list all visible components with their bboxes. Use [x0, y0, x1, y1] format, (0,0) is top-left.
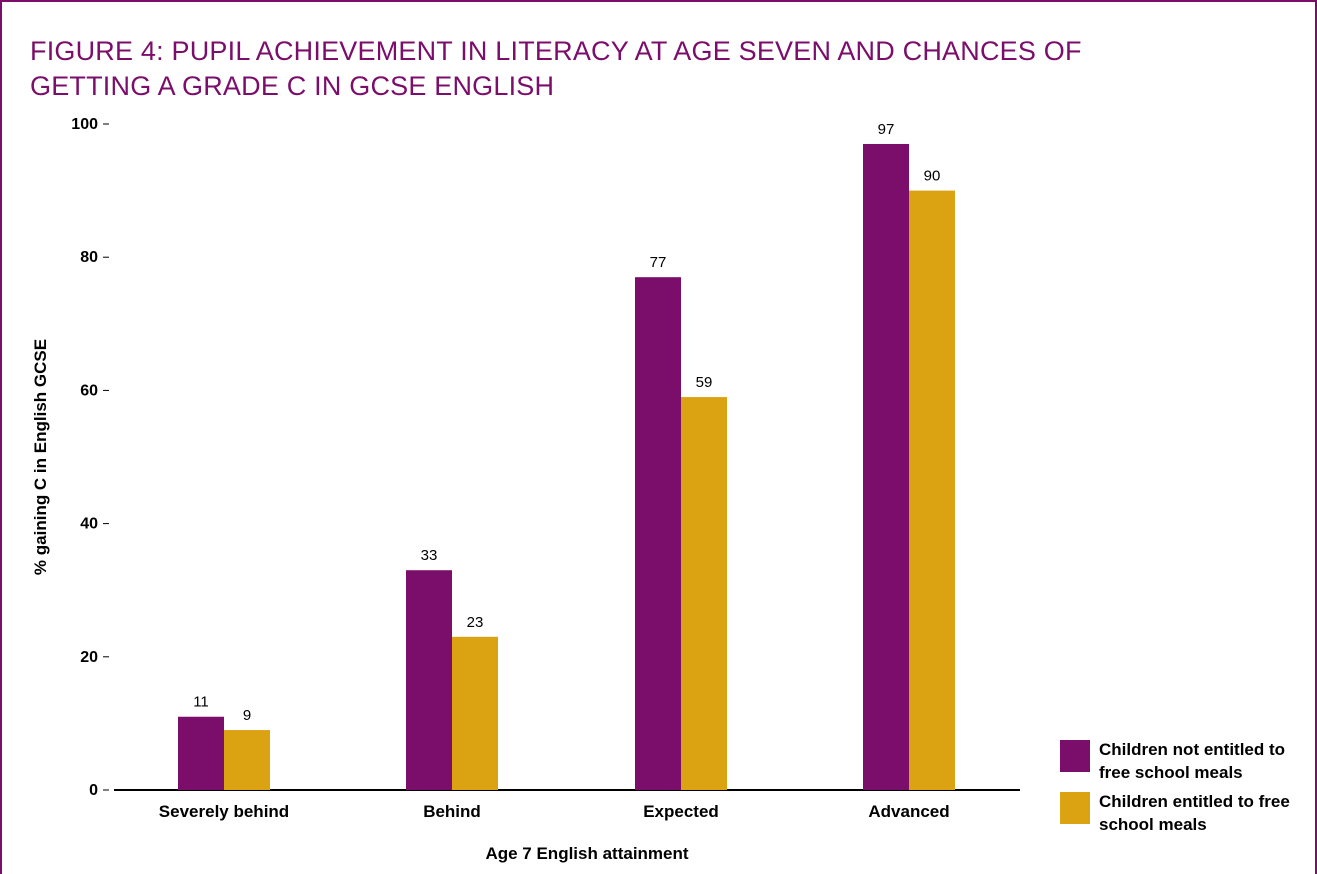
chart-title: FIGURE 4: PUPIL ACHIEVEMENT IN LITERACY … — [30, 36, 1082, 101]
legend-label-entitled: Children entitled to free school meals — [1099, 792, 1290, 834]
bar-entitled — [224, 730, 270, 790]
data-label: 9 — [243, 707, 251, 724]
category-label: Advanced — [868, 802, 949, 821]
legend-label-not-entitled: Children not entitled to free school mea… — [1099, 740, 1286, 782]
y-tick-label: 60 — [80, 382, 98, 399]
bar-not-entitled — [863, 143, 909, 791]
data-label: 11 — [193, 694, 209, 711]
bar-entitled — [681, 397, 727, 790]
bar-not-entitled — [635, 277, 681, 790]
bar-entitled — [909, 190, 955, 791]
y-tick-label: 20 — [80, 649, 98, 666]
labels: Severely behind 11 9 Behind 33 23 Expected 77 59… — [159, 121, 950, 821]
y-axis-title: % gaining C in English GCSE — [31, 339, 50, 575]
legend-swatch-not-entitled — [1060, 740, 1090, 772]
data-label: 33 — [421, 547, 438, 564]
category-label: Severely behind — [159, 802, 289, 821]
category-label: Behind — [423, 802, 481, 821]
bar-not-entitled — [178, 716, 224, 790]
y-tick-label: 40 — [80, 516, 98, 533]
data-label: 90 — [924, 168, 941, 185]
x-axis-title: Age 7 English attainment — [485, 844, 688, 863]
legend-item-entitled: Children entitled to free school meals — [1060, 792, 1315, 836]
bar-not-entitled — [406, 570, 452, 790]
legend-item-not-entitled: Children not entitled to free school mea… — [1060, 740, 1315, 784]
data-label: 97 — [878, 121, 895, 138]
data-label: 59 — [696, 374, 713, 391]
y-tick-label: 100 — [71, 116, 98, 133]
data-label: 77 — [650, 254, 667, 271]
bars — [178, 143, 955, 791]
bar-entitled — [452, 636, 498, 790]
y-tick-label: 80 — [80, 249, 98, 266]
data-label: 23 — [467, 614, 484, 631]
legend-swatch-entitled — [1060, 792, 1090, 824]
y-tick-label: 0 — [89, 782, 98, 799]
axes: 0 20 40 60 80 100 % gaining C in English GCSE A… — [31, 116, 1020, 863]
legend: Children not entitled to free school mea… — [1060, 740, 1315, 844]
category-label: Expected — [643, 802, 719, 821]
